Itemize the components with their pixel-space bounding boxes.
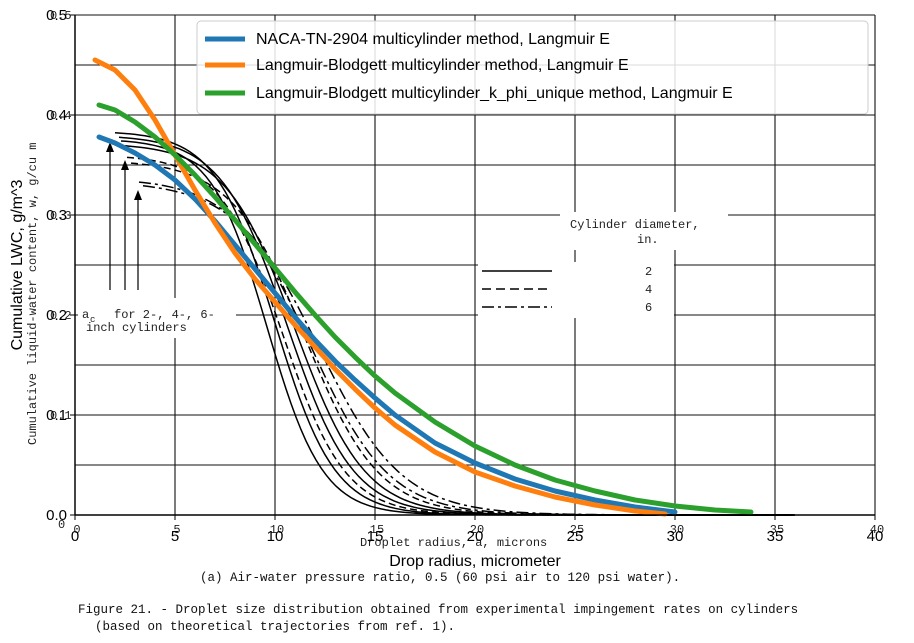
y-axis-title: Cumulative LWC, g/m^3 (9, 179, 26, 350)
x-tick-label-15: 15 (367, 528, 384, 545)
x-tick-label-0: 0 (71, 528, 79, 545)
old-y-tick-0.2: 0.2 (50, 309, 72, 323)
legend-box (196, 20, 869, 115)
old-x-tick-30: 30 (670, 523, 684, 537)
old-y-tick-0.3: 0.3 (50, 209, 72, 223)
old-x-tick-10: 10 (270, 523, 284, 537)
x-ticks: 0 5 10 15 20 25 30 35 40 (71, 515, 884, 545)
legend: NACA-TN-2904 multicylinder method, Langm… (196, 20, 869, 115)
a-c-arrowheads (106, 142, 142, 200)
old-y-tick-0.1: 0.1 (50, 409, 72, 423)
old-x-ticks: 0 5 10 15 20 25 30 35 40 (73, 523, 884, 537)
old-x-tick-5: 5 (173, 523, 180, 537)
y-tick-label-0.4: 0.4 (46, 107, 67, 124)
y-tick-label-0.0: 0.0 (46, 507, 67, 524)
y-tick-label-0.1: 0.1 (46, 407, 67, 424)
x-tick-label-10: 10 (267, 528, 284, 545)
series-lines (92, 57, 754, 517)
cyl-value-4: 4 (645, 283, 652, 297)
a-c-symbol: a (82, 308, 89, 322)
a-c-text-line1: for 2-, 4-, 6- (114, 308, 215, 322)
x-tick-label-5: 5 (171, 528, 179, 545)
cyl-title-line1: Cylinder diameter, (570, 218, 700, 232)
old-y-tick-0.5: 0.5 (50, 9, 72, 23)
figure-caption-line1: Figure 21. - Droplet size distribution o… (78, 603, 798, 617)
old-x-tick-15: 15 (370, 523, 384, 537)
y-tick-label-0.2: 0.2 (46, 307, 67, 324)
x-axis-title: Drop radius, micrometer (389, 553, 561, 570)
scanned-annotations: Cumulative liquid-water content, w, g/cu… (26, 9, 884, 634)
figure-caption-line2: (based on theoretical trajectories from … (95, 620, 455, 634)
old-x-tick-40: 40 (870, 523, 884, 537)
cyl-value-6: 6 (645, 301, 652, 315)
series-line-1 (92, 57, 668, 517)
y-tick-label-0.3: 0.3 (46, 207, 67, 224)
cyl-value-2: 2 (645, 265, 652, 279)
x-tick-label-30: 30 (667, 528, 684, 545)
cyl-title-bg (560, 212, 728, 250)
old-x-tick-25: 25 (570, 523, 584, 537)
old-y-axis-label: Cumulative liquid-water content, w, g/cu… (26, 143, 40, 445)
old-y-tick-0: 0 (58, 518, 65, 532)
old-x-axis-label: Droplet radius, a, microns (360, 536, 547, 550)
a-c-subscript: c (90, 315, 95, 325)
legend-label-langmuir-blodgett: Langmuir-Blodgett multicylinder method, … (256, 57, 629, 74)
x-tick-label-35: 35 (767, 528, 784, 545)
a-c-label-bg (78, 298, 236, 338)
x-tick-label-25: 25 (567, 528, 584, 545)
old-x-tick-35: 35 (770, 523, 784, 537)
y-ticks: 0.0 0.1 0.2 0.3 0.4 0.5 (46, 7, 75, 524)
cyl-title-line2: in. (637, 233, 659, 247)
y-tick-label-0.5: 0.5 (46, 7, 67, 24)
x-tick-label-20: 20 (467, 528, 484, 545)
old-y-tick-0.4: 0.4 (50, 109, 72, 123)
a-c-text-line2: inch cylinders (86, 321, 187, 335)
old-x-tick-0: 0 (73, 523, 80, 537)
series-line-0 (96, 134, 678, 515)
legend-label-k-phi-unique: Langmuir-Blodgett multicylinder_k_phi_un… (256, 85, 733, 102)
series-line-2 (96, 102, 754, 515)
subcaption: (a) Air-water pressure ratio, 0.5 (60 ps… (200, 571, 680, 585)
old-x-tick-20: 20 (470, 523, 484, 537)
legend-label-naca: NACA-TN-2904 multicylinder method, Langm… (256, 31, 610, 48)
x-tick-label-40: 40 (867, 528, 884, 545)
